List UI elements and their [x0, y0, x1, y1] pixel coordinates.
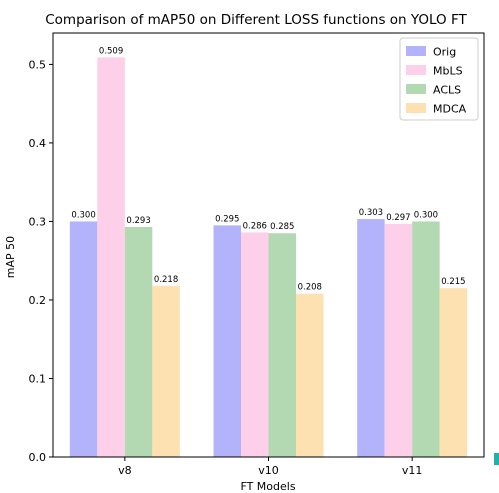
bar-value-label: 0.293: [126, 216, 150, 226]
y-tick-label: 0.1: [29, 372, 47, 385]
bar-value-label: 0.303: [359, 208, 383, 218]
bar-mdca-v11: [439, 288, 468, 457]
bar-value-label: 0.300: [71, 210, 95, 220]
bar-acls-v10: [268, 233, 296, 457]
y-tick-label: 0.4: [29, 137, 47, 150]
bar-value-label: 0.215: [441, 277, 465, 287]
bar-value-label: 0.297: [386, 213, 410, 223]
legend-swatch-mbls: [406, 65, 426, 75]
bar-value-label: 0.286: [243, 221, 267, 231]
x-tick-label: v10: [258, 464, 279, 477]
x-axis-label: FT Models: [240, 480, 295, 493]
y-tick-label: 0.0: [29, 451, 47, 464]
x-axis: v8 v10 v11: [118, 457, 422, 477]
bar-value-label: 0.218: [154, 275, 178, 285]
chart-title: Comparison of mAP50 on Different LOSS fu…: [45, 12, 467, 28]
bar-acls-v11: [412, 221, 440, 457]
bar-value-label: 0.285: [270, 222, 294, 232]
data-labels-group: 0.300 0.509 0.293 0.218 0.295 0.286 0.285 0.208…: [71, 46, 465, 292]
legend-swatch-mdca: [406, 103, 426, 113]
bar-orig-v11: [357, 219, 385, 457]
edge-marker: [494, 453, 499, 465]
y-tick-label: 0.2: [29, 294, 47, 307]
bar-mdca-v8: [152, 285, 180, 457]
x-tick-label: v8: [118, 464, 132, 477]
y-tick-label: 0.3: [29, 215, 47, 228]
legend-label-mbls: MbLS: [433, 65, 463, 78]
y-axis: 0.0 0.1 0.2 0.3 0.4 0.5: [29, 58, 53, 464]
bar-mbls-v11: [384, 223, 413, 457]
legend-box: [399, 37, 479, 121]
y-axis-label: mAP 50: [4, 236, 17, 278]
bars-group: [69, 57, 468, 458]
bar-value-label: 0.300: [414, 210, 438, 220]
legend-swatch-orig: [406, 46, 426, 56]
bar-orig-v10: [213, 225, 241, 457]
bar-mbls-v10: [241, 232, 269, 457]
bar-mdca-v10: [296, 293, 324, 457]
legend-label-acls: ACLS: [433, 84, 461, 97]
bar-orig-v8: [69, 221, 98, 457]
bar-mbls-v8: [97, 57, 125, 458]
bar-value-label: 0.509: [99, 46, 123, 56]
y-tick-label: 0.5: [29, 58, 47, 71]
bar-value-label: 0.295: [215, 214, 239, 224]
bar-value-label: 0.208: [298, 283, 322, 293]
legend: Orig MbLS ACLS MDCA: [399, 37, 479, 121]
x-tick-label: v11: [402, 464, 423, 477]
legend-swatch-acls: [406, 84, 426, 94]
bar-acls-v8: [124, 226, 153, 457]
legend-label-mdca: MDCA: [433, 103, 467, 116]
legend-label-orig: Orig: [433, 46, 456, 59]
plot-frame: [52, 32, 485, 458]
